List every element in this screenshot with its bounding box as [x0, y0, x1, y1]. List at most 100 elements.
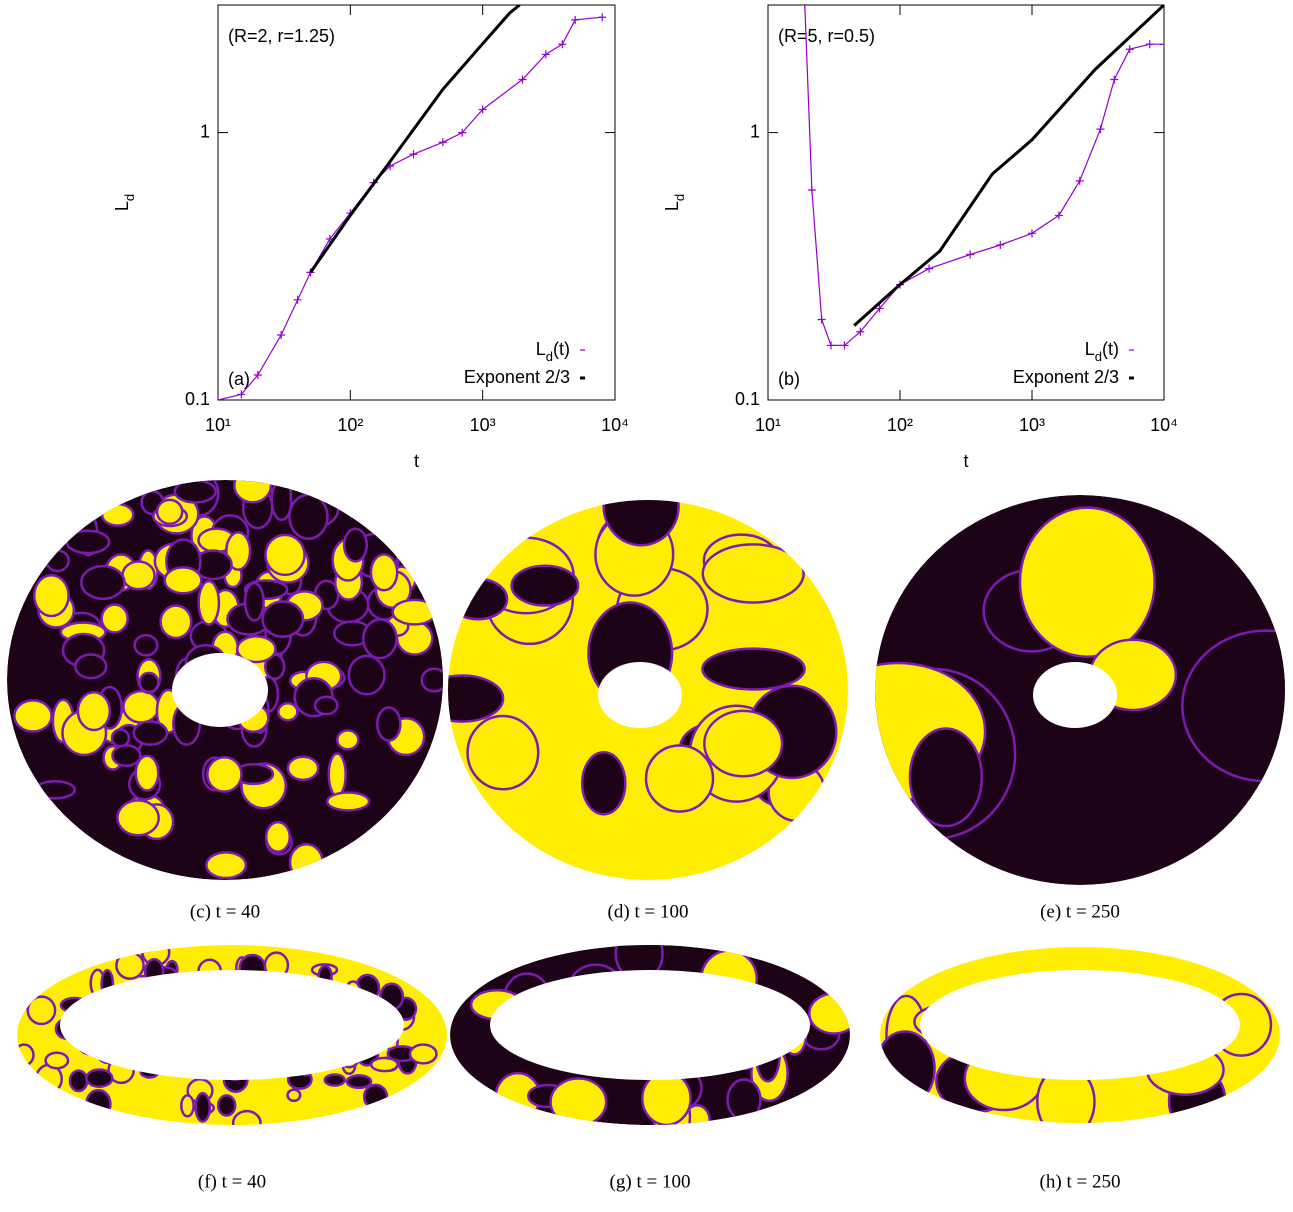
domain	[163, 566, 203, 595]
domain	[1018, 506, 1156, 658]
x-tick-label: 10⁴	[601, 415, 629, 435]
domain	[205, 851, 248, 880]
caption: (h) t = 250	[1040, 1171, 1121, 1192]
domain	[448, 577, 509, 621]
x-tick-label: 10¹	[205, 415, 231, 435]
point	[1054, 211, 1063, 220]
point	[807, 185, 816, 194]
domain	[110, 728, 131, 748]
domain	[76, 690, 112, 732]
domain	[347, 654, 386, 696]
domain	[68, 1069, 89, 1093]
domain	[134, 754, 160, 792]
annotation: (R=2, r=1.25)	[228, 26, 335, 46]
series	[800, 5, 1164, 350]
y-tick-label: 1	[200, 121, 210, 141]
domain	[726, 1078, 762, 1122]
y-axis-label: Ld	[662, 194, 687, 211]
point	[598, 13, 607, 22]
domain	[288, 843, 324, 880]
domain	[132, 720, 169, 746]
legend-label: Exponent 2/3	[1013, 367, 1119, 387]
domain	[549, 1077, 608, 1125]
point	[1110, 75, 1119, 84]
domain	[391, 598, 438, 626]
panel-label: (b)	[778, 369, 800, 389]
x-tick-label: 10³	[1019, 415, 1045, 435]
domain	[180, 1094, 195, 1118]
domain	[216, 1094, 237, 1117]
legend-label: Ld(t)	[536, 339, 570, 364]
domain	[644, 744, 715, 813]
point	[1075, 176, 1084, 185]
domain	[197, 579, 221, 626]
domain	[85, 1088, 112, 1120]
domain	[323, 1073, 346, 1087]
point	[817, 315, 826, 324]
domain	[466, 714, 540, 791]
torus-hole	[598, 662, 682, 728]
domain	[233, 480, 273, 504]
domain	[376, 706, 402, 742]
domain	[345, 1074, 373, 1090]
domain	[808, 992, 850, 1035]
domain	[362, 1083, 389, 1110]
point	[966, 250, 975, 259]
domain	[580, 751, 627, 816]
x-tick-label: 10¹	[755, 415, 781, 435]
caption: (e) t = 250	[1040, 901, 1120, 922]
domain	[264, 820, 292, 853]
annotation: (R=5, r=0.5)	[778, 26, 875, 46]
domain	[313, 695, 339, 716]
x-tick-label: 10²	[887, 415, 913, 435]
torus-hole	[1033, 662, 1117, 728]
point	[1096, 125, 1105, 134]
domain	[44, 1051, 70, 1070]
domain	[115, 951, 145, 980]
domain	[261, 600, 305, 638]
x-tick-label: 10³	[470, 415, 496, 435]
caption: (f) t = 40	[198, 1171, 266, 1192]
point	[306, 268, 315, 277]
domain	[327, 752, 347, 798]
domain	[121, 560, 156, 591]
series	[218, 13, 607, 400]
domain	[335, 729, 360, 751]
domain	[362, 618, 398, 660]
y-tick-label: 0.1	[735, 389, 760, 409]
y-tick-label: 1	[750, 121, 760, 141]
domain	[173, 480, 217, 504]
point	[1125, 45, 1134, 54]
domain	[420, 667, 443, 693]
domain	[17, 1043, 35, 1067]
x-tick-label: 10²	[337, 415, 363, 435]
panel-label: (a)	[228, 369, 250, 389]
domain	[111, 744, 142, 767]
series-line	[853, 5, 1164, 327]
point	[518, 75, 527, 84]
point	[1145, 40, 1154, 49]
series	[309, 5, 521, 274]
domain	[235, 635, 277, 664]
domain	[74, 653, 108, 680]
domain	[703, 709, 784, 778]
x-axis-label: t	[414, 451, 419, 471]
domain	[602, 500, 680, 547]
domain	[908, 727, 984, 828]
point	[856, 327, 865, 336]
torus-hole	[920, 970, 1240, 1080]
x-tick-label: 10⁴	[1150, 415, 1178, 435]
domain	[325, 791, 371, 812]
domain	[122, 689, 161, 724]
point	[478, 105, 487, 114]
point	[409, 150, 418, 159]
torus-hole	[490, 970, 810, 1080]
torus-hole	[60, 970, 404, 1080]
domain	[100, 603, 129, 634]
series-line	[309, 5, 521, 274]
domain	[85, 1068, 114, 1089]
series	[853, 5, 1164, 327]
domain	[369, 553, 399, 592]
